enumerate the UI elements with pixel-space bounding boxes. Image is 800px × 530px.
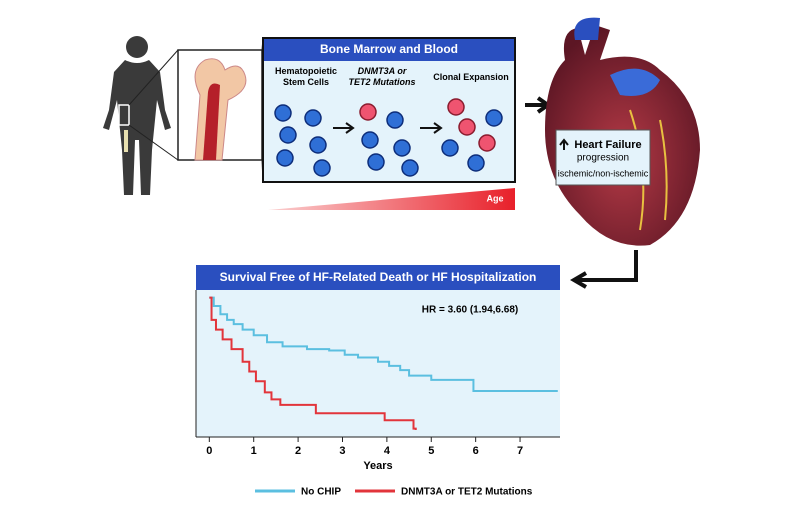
- chart-header: [196, 265, 560, 290]
- heart-line1: Heart Failure: [574, 139, 641, 151]
- x-tick-label: 4: [384, 445, 391, 457]
- legend-label: DNMT3A or TET2 Mutations: [401, 487, 533, 498]
- bone-magnifier: [128, 37, 264, 183]
- stage-box: Clonal Expansion: [433, 72, 509, 82]
- chart-title: Survival Free of HF-Related Death or HF …: [220, 270, 537, 284]
- x-tick-label: 7: [517, 445, 523, 457]
- panel-header: [264, 39, 514, 61]
- stage-label: DNMT3A or TET2 Mutations: [348, 66, 416, 87]
- x-tick-label: 1: [251, 445, 257, 457]
- body-silhouette: [103, 36, 171, 195]
- heart-label-box: [555, 129, 651, 186]
- stage-box: Hematopoietic Stem Cells: [274, 66, 337, 87]
- arrow: [570, 250, 638, 289]
- stage-box: DNMT3A or TET2 Mutations: [348, 66, 416, 87]
- x-tick-label: 6: [473, 445, 479, 457]
- x-tick-label: 2: [295, 445, 301, 457]
- heart-line3: ischemic/non-ischemic: [558, 168, 649, 178]
- age-wedge: [268, 188, 515, 210]
- age-label: Age: [486, 193, 503, 203]
- x-tick-label: 3: [339, 445, 345, 457]
- heart-line2: progression: [577, 153, 629, 164]
- survival-curve: [209, 296, 417, 431]
- arrow: [525, 96, 552, 114]
- x-tick-label: 0: [206, 445, 212, 457]
- stage-label: Hematopoietic Stem Cells: [274, 66, 337, 87]
- cells: [274, 98, 503, 177]
- stage-label: Clonal Expansion: [433, 72, 509, 82]
- x-tick-label: 5: [428, 445, 434, 457]
- annotation: HR = 3.60 (1.94,6.68): [422, 305, 518, 316]
- legend-label: No CHIP: [301, 487, 341, 498]
- x-axis-label: Years: [363, 460, 392, 472]
- survival-curve: [209, 296, 558, 392]
- up-arrow: [559, 138, 569, 150]
- panel-title: Bone Marrow and Blood: [320, 42, 458, 56]
